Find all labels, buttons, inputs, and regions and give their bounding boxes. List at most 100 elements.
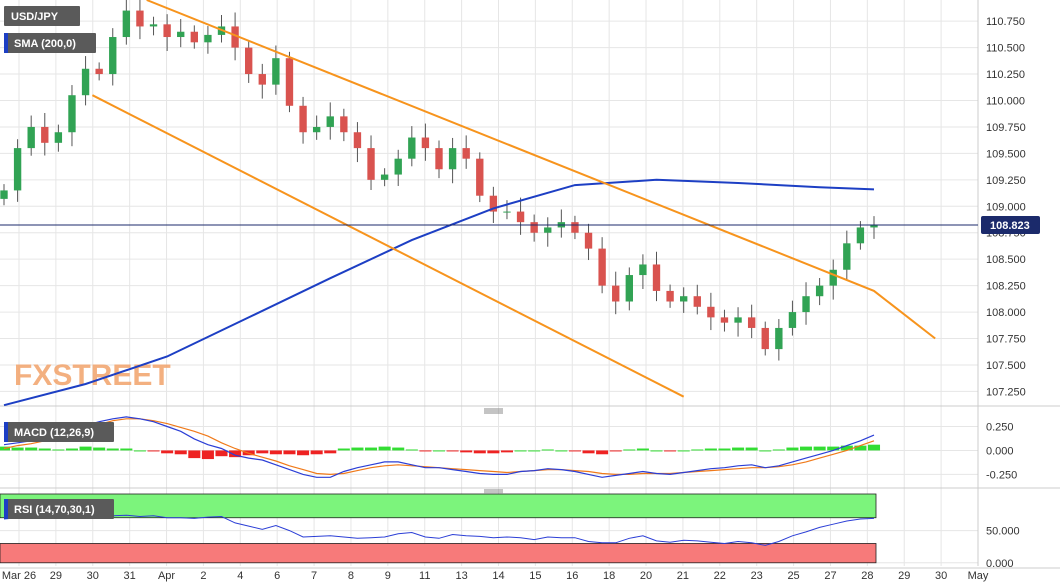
macd-histogram-bar-positive	[365, 447, 378, 451]
symbol-tag[interactable]: USD/JPY	[4, 6, 80, 26]
rsi-oversold-zone	[0, 543, 877, 564]
candle-down	[693, 296, 701, 307]
x-axis-tick-label: 21	[677, 570, 689, 582]
candle-up	[802, 296, 810, 313]
macd-histogram-bar-positive	[800, 446, 813, 451]
macd-indicator-tag-bg	[4, 422, 114, 442]
rsi-line	[3, 514, 875, 546]
candle-up	[380, 174, 389, 180]
sma-indicator-tag[interactable]: SMA (200,0)	[4, 33, 96, 53]
candle-down	[340, 116, 348, 133]
candle-up	[0, 190, 8, 199]
macd-histogram-bar-negative	[568, 450, 581, 452]
candle-down	[571, 222, 579, 233]
candle-down	[598, 248, 606, 286]
candle-up	[408, 137, 416, 159]
candle-up	[815, 285, 824, 297]
sma-200-line	[3, 178, 875, 407]
macd-histogram-bar-positive	[133, 450, 146, 452]
x-axis-tick-label: 6	[274, 570, 280, 582]
rsi-indicator-tag[interactable]: RSI (14,70,30,1)	[4, 499, 114, 519]
macd-histogram-bar-negative	[609, 450, 622, 452]
x-axis-tick-label: 29	[50, 570, 62, 582]
macd-histogram-bar-positive	[25, 447, 38, 451]
x-axis-tick-label: 16	[566, 570, 578, 582]
candle-down	[285, 58, 294, 106]
candle-down	[707, 306, 715, 318]
candle-down	[299, 105, 307, 133]
x-axis-tick-label: 18	[603, 570, 615, 582]
price-axis-tick-label: 108.000	[986, 307, 1026, 319]
macd-histogram-bar-negative	[174, 450, 187, 455]
candle-down	[245, 47, 253, 75]
candle-up	[149, 24, 158, 27]
macd-histogram-bar-negative	[500, 450, 513, 453]
macd-histogram-bar-positive	[732, 447, 745, 451]
candle-up	[639, 264, 647, 276]
macd-histogram-bar-negative	[446, 450, 459, 452]
macd-histogram-bar-positive	[813, 446, 826, 451]
macd-histogram-bar-positive	[650, 450, 663, 452]
macd-histogram-bar-positive	[392, 447, 405, 451]
price-axis-tick-label: 107.750	[986, 334, 1026, 346]
x-axis-tick-label: 9	[385, 570, 391, 582]
macd-histogram-bar-negative	[256, 450, 269, 454]
candle-up	[856, 227, 865, 244]
macd-histogram-bar-negative	[310, 450, 323, 455]
macd-signal-line	[3, 418, 875, 476]
price-axis-tick-label: 108.250	[986, 281, 1026, 293]
candle-down	[720, 317, 729, 323]
candle-down	[435, 148, 443, 170]
x-axis-tick-label: 29	[898, 570, 910, 582]
candle-down	[761, 327, 769, 350]
candle-down	[258, 74, 266, 85]
macd-histogram-bar-positive	[677, 450, 690, 452]
x-axis-tick-label: 25	[787, 570, 799, 582]
price-axis-tick-label: 110.000	[986, 96, 1025, 108]
candle-down	[516, 211, 525, 223]
price-axis-tick-label: 109.250	[986, 175, 1026, 187]
candle-down	[163, 24, 171, 38]
candle-up	[272, 58, 280, 85]
macd-histogram-bar-negative	[419, 450, 432, 452]
x-axis-tick-label: 14	[492, 570, 504, 582]
rsi-panel	[0, 493, 877, 564]
x-axis-tick-label: 27	[824, 570, 836, 582]
macd-histogram-bar-negative	[269, 450, 282, 455]
symbol-tag-bg	[4, 6, 80, 26]
x-axis-tick-label: 15	[529, 570, 541, 582]
macd-histogram-bar-positive	[759, 450, 772, 452]
grid-layer	[0, 0, 1060, 569]
candle-up	[27, 126, 35, 149]
macd-histogram-bar-positive	[827, 446, 840, 451]
macd-histogram-bar-positive	[704, 448, 717, 451]
x-axis-tick-label: 7	[311, 570, 317, 582]
price-axis-tick-label: 110.750	[986, 16, 1025, 28]
candle-up	[394, 158, 402, 175]
macd-histogram-bar-negative	[582, 450, 595, 454]
x-axis-tick-label: May	[968, 570, 989, 582]
candle-up	[544, 227, 552, 233]
candle-down	[367, 148, 375, 180]
candle-up	[13, 148, 22, 191]
sma-indicator-tag-label: SMA (200,0)	[14, 38, 76, 50]
x-axis-tick-label: 23	[751, 570, 763, 582]
macd-histogram-bar-positive	[718, 448, 731, 451]
macd-histogram-bar-positive	[528, 450, 541, 452]
candle-up	[204, 34, 212, 43]
candle-down	[666, 290, 674, 302]
macd-histogram-bar-positive	[691, 449, 704, 451]
macd-histogram-bar-positive	[636, 448, 649, 451]
price-panel	[0, 0, 978, 407]
x-axis-tick-label: 13	[455, 570, 467, 582]
candle-up	[448, 148, 457, 170]
x-axis-tick-label: 30	[935, 570, 947, 582]
x-axis-tick-label: 22	[714, 570, 726, 582]
candle-up	[326, 116, 334, 127]
macd-indicator-tag[interactable]: MACD (12,26,9)	[4, 422, 114, 442]
rsi-indicator-tag-accent	[4, 499, 8, 519]
macd-histogram-bar-positive	[405, 449, 418, 451]
macd-histogram-bar-positive	[79, 446, 92, 451]
